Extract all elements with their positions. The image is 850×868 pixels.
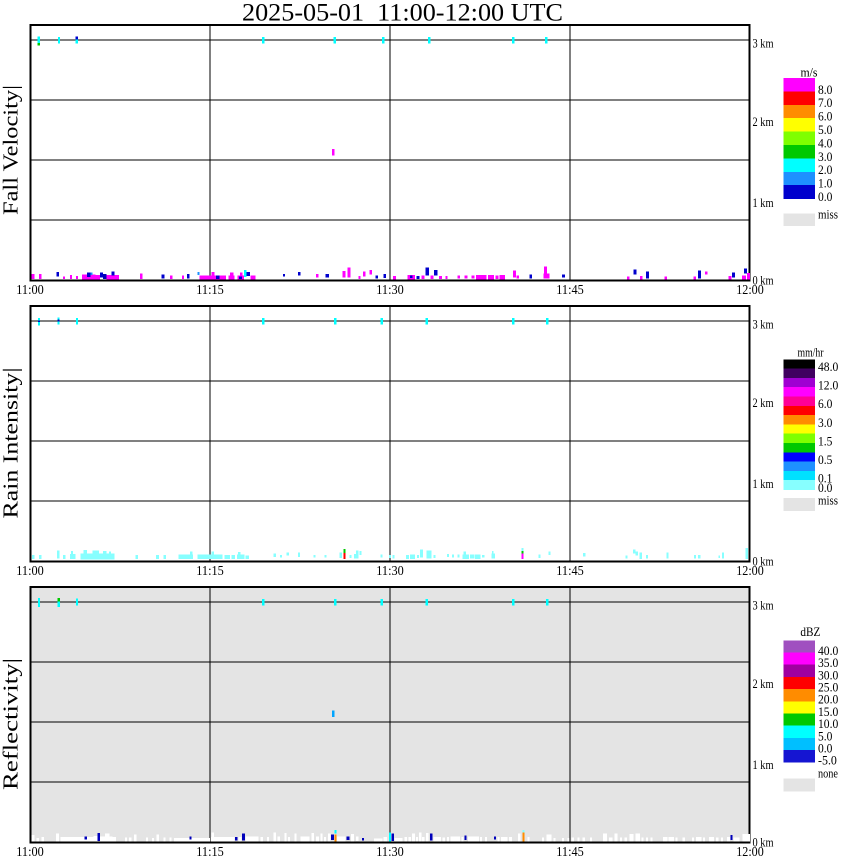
svg-text:0 km: 0 km xyxy=(753,835,774,850)
svg-text:miss: miss xyxy=(818,207,838,222)
svg-text:12:00: 12:00 xyxy=(736,845,764,860)
svg-text:2025-05-01 11:00-12:00 UTC: 2025-05-01 11:00-12:00 UTC xyxy=(242,0,563,27)
svg-text:none: none xyxy=(818,766,838,781)
svg-text:1 km: 1 km xyxy=(753,757,774,772)
svg-text:5.0: 5.0 xyxy=(818,728,832,743)
svg-text:40.0: 40.0 xyxy=(818,643,838,658)
svg-text:5.0: 5.0 xyxy=(818,122,832,137)
svg-text:0.0: 0.0 xyxy=(818,189,832,204)
svg-text:8.0: 8.0 xyxy=(818,82,832,97)
svg-text:Rain Intensity|: Rain Intensity| xyxy=(0,368,23,519)
svg-text:11:30: 11:30 xyxy=(376,283,404,298)
svg-text:3.0: 3.0 xyxy=(818,149,832,164)
svg-text:11:30: 11:30 xyxy=(376,845,404,860)
svg-text:2 km: 2 km xyxy=(753,676,774,691)
svg-text:11:30: 11:30 xyxy=(376,564,404,579)
svg-text:dBZ: dBZ xyxy=(800,624,820,639)
svg-text:12:00: 12:00 xyxy=(736,283,764,298)
svg-text:11:15: 11:15 xyxy=(196,283,224,298)
svg-text:0.0: 0.0 xyxy=(818,741,832,756)
svg-text:1.0: 1.0 xyxy=(818,176,832,191)
svg-text:1 km: 1 km xyxy=(753,195,774,210)
svg-text:12.0: 12.0 xyxy=(818,378,838,393)
svg-text:11:00: 11:00 xyxy=(16,283,44,298)
svg-text:10.0: 10.0 xyxy=(818,716,838,731)
svg-text:25.0: 25.0 xyxy=(818,680,838,695)
svg-text:48.0: 48.0 xyxy=(818,359,838,374)
svg-text:11:00: 11:00 xyxy=(16,845,44,860)
svg-text:1 km: 1 km xyxy=(753,476,774,491)
svg-text:6.0: 6.0 xyxy=(818,109,832,124)
svg-text:Reflectivity|: Reflectivity| xyxy=(0,658,23,790)
svg-text:11:15: 11:15 xyxy=(196,564,224,579)
svg-text:3 km: 3 km xyxy=(753,317,774,332)
svg-text:-5.0: -5.0 xyxy=(818,753,837,768)
svg-text:11:15: 11:15 xyxy=(196,845,224,860)
svg-text:Fall Velocity|: Fall Velocity| xyxy=(0,85,23,215)
svg-text:6.0: 6.0 xyxy=(818,396,832,411)
svg-text:1.5: 1.5 xyxy=(818,433,832,448)
svg-text:30.0: 30.0 xyxy=(818,667,838,682)
svg-text:35.0: 35.0 xyxy=(818,655,838,670)
svg-text:0.5: 0.5 xyxy=(818,452,832,467)
svg-text:11:45: 11:45 xyxy=(556,845,584,860)
svg-text:11:45: 11:45 xyxy=(556,564,584,579)
svg-text:4.0: 4.0 xyxy=(818,135,832,150)
svg-text:11:00: 11:00 xyxy=(16,564,44,579)
svg-text:3.0: 3.0 xyxy=(818,415,832,430)
svg-text:3 km: 3 km xyxy=(753,36,774,51)
svg-text:0.0: 0.0 xyxy=(818,480,832,495)
svg-text:2 km: 2 km xyxy=(753,114,774,129)
svg-text:7.0: 7.0 xyxy=(818,95,832,110)
svg-text:2.0: 2.0 xyxy=(818,162,832,177)
svg-text:m/s: m/s xyxy=(801,65,818,80)
svg-text:3 km: 3 km xyxy=(753,598,774,613)
svg-text:0 km: 0 km xyxy=(753,273,774,288)
svg-text:0.1: 0.1 xyxy=(818,471,832,486)
svg-text:12:00: 12:00 xyxy=(736,564,764,579)
svg-text:mm/hr: mm/hr xyxy=(798,345,824,360)
svg-text:miss: miss xyxy=(818,493,838,508)
svg-text:0 km: 0 km xyxy=(753,554,774,569)
svg-text:15.0: 15.0 xyxy=(818,704,838,719)
svg-text:20.0: 20.0 xyxy=(818,692,838,707)
svg-text:2 km: 2 km xyxy=(753,395,774,410)
svg-text:11:45: 11:45 xyxy=(556,283,584,298)
